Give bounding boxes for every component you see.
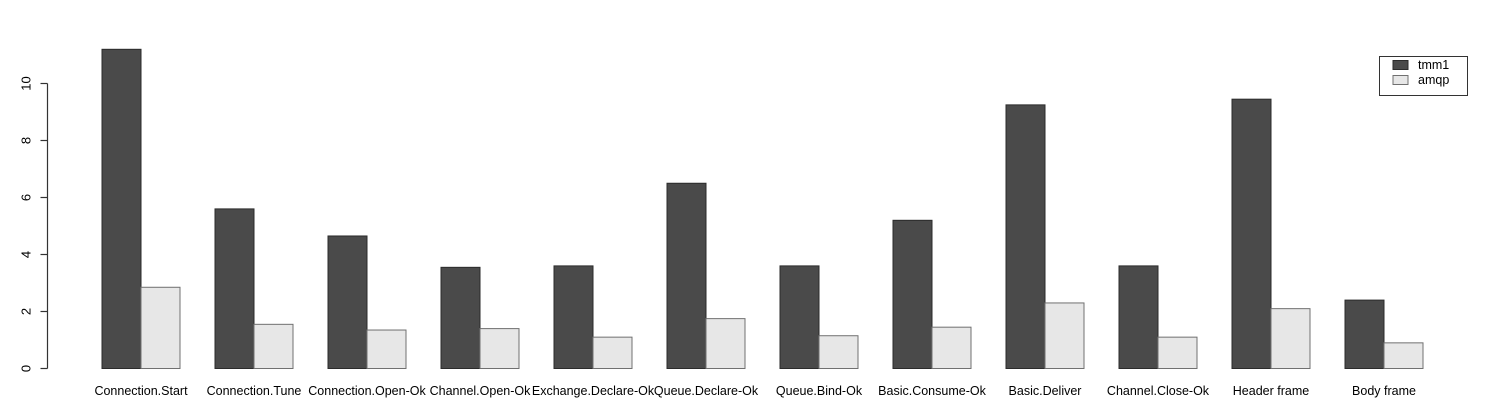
category-label: Queue.Bind-Ok xyxy=(776,384,863,398)
category-label: Connection.Start xyxy=(94,384,188,398)
bar-amqp-body-frame xyxy=(1383,342,1424,370)
y-tick-label: 4 xyxy=(19,251,34,258)
y-tick-label: 8 xyxy=(19,137,34,144)
bar-amqp-channel-close-ok xyxy=(1157,336,1198,369)
legend-label-amqp: amqp xyxy=(1418,73,1449,87)
bar-tmm1-queue-declare-ok xyxy=(666,182,707,369)
bar-tmm1-basic-consume-ok xyxy=(892,219,933,369)
y-tick-label: 10 xyxy=(19,76,34,90)
category-label: Channel.Open-Ok xyxy=(430,384,532,398)
category-label: Connection.Open-Ok xyxy=(308,384,426,398)
bar-amqp-channel-open-ok xyxy=(479,328,520,370)
bar-tmm1-connection-start xyxy=(101,48,142,370)
category-label: Exchange.Declare-Ok xyxy=(532,384,655,398)
bar-tmm1-body-frame xyxy=(1344,299,1385,370)
bar-tmm1-header-frame xyxy=(1231,98,1272,370)
category-label: Connection.Tune xyxy=(207,384,302,398)
bar-amqp-basic-consume-ok xyxy=(931,326,972,369)
legend-label-tmm1: tmm1 xyxy=(1418,58,1449,72)
bar-tmm1-connection-open-ok xyxy=(327,235,368,369)
y-tick-label: 6 xyxy=(19,194,34,201)
bar-tmm1-channel-close-ok xyxy=(1118,265,1159,369)
bar-tmm1-connection-tune xyxy=(214,208,255,369)
y-tick-label: 0 xyxy=(19,365,34,372)
bar-amqp-connection-start xyxy=(140,286,181,369)
legend-box xyxy=(1379,56,1468,96)
bar-amqp-basic-deliver xyxy=(1044,302,1085,370)
bar-tmm1-queue-bind-ok xyxy=(779,265,820,369)
bar-tmm1-channel-open-ok xyxy=(440,266,481,370)
bar-tmm1-basic-deliver xyxy=(1005,104,1046,369)
category-label: Queue.Declare-Ok xyxy=(654,384,759,398)
bar-amqp-queue-bind-ok xyxy=(818,335,859,370)
category-label: Body frame xyxy=(1352,384,1416,398)
legend-swatch-amqp xyxy=(1392,75,1409,85)
category-label: Basic.Consume-Ok xyxy=(878,384,986,398)
category-label: Channel.Close-Ok xyxy=(1107,384,1210,398)
bar-amqp-connection-open-ok xyxy=(366,329,407,369)
category-label: Header frame xyxy=(1233,384,1309,398)
category-label: Basic.Deliver xyxy=(1009,384,1082,398)
bar-tmm1-exchange-declare-ok xyxy=(553,265,594,369)
bar-amqp-exchange-declare-ok xyxy=(592,336,633,369)
bar-amqp-queue-declare-ok xyxy=(705,318,746,369)
legend-swatch-tmm1 xyxy=(1392,60,1409,70)
y-tick-label: 2 xyxy=(19,308,34,315)
bar-amqp-connection-tune xyxy=(253,323,294,370)
bar-amqp-header-frame xyxy=(1270,308,1311,369)
